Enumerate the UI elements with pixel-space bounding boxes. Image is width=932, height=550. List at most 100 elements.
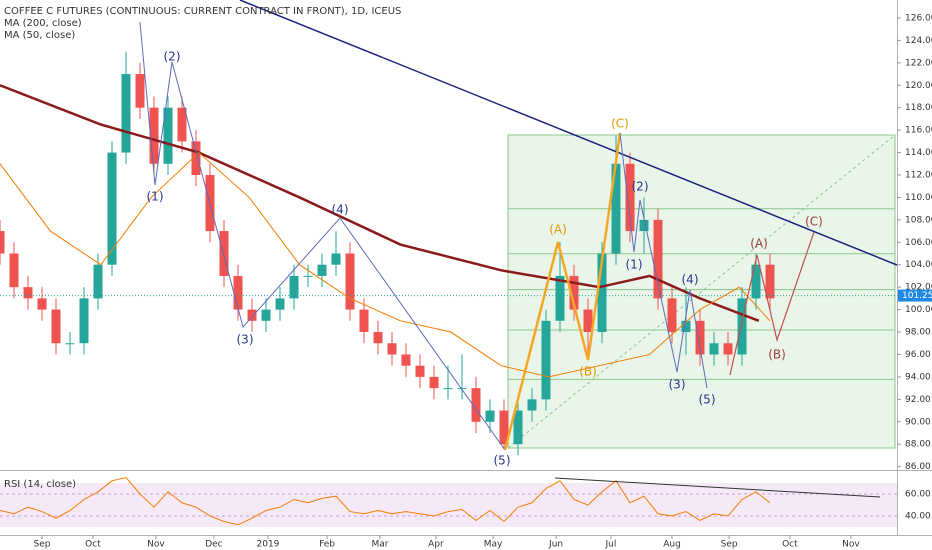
candle-body: [149, 107, 159, 164]
wave-label: (1): [147, 190, 164, 204]
candle-body: [177, 107, 187, 142]
candle-body: [569, 275, 579, 310]
candle-body: [737, 298, 747, 355]
candle-body: [23, 287, 33, 299]
wave-label: (C): [611, 117, 629, 131]
y-tick-label: 110.00: [905, 193, 932, 203]
y-tick-label: 98.00: [905, 328, 931, 338]
y-tick-label: 118.00: [905, 103, 932, 113]
legend-entry: MA (50, close): [4, 30, 75, 41]
wave-label: (5): [699, 393, 716, 407]
wave-label: (B): [579, 365, 597, 379]
candle-body: [695, 320, 705, 355]
candle-body: [723, 343, 733, 355]
candle-body: [219, 231, 229, 276]
candle-body: [443, 388, 453, 390]
candle-body: [667, 298, 677, 333]
ma-line: [0, 151, 771, 378]
candle-body: [471, 388, 481, 422]
candle-body: [611, 163, 621, 254]
wave-label: (4): [332, 203, 349, 217]
candle-body: [527, 399, 537, 411]
x-tick-label: Feb: [319, 540, 335, 550]
wave-line: [139, 21, 506, 451]
candle-body: [107, 152, 117, 265]
x-tick-label: 2019: [257, 540, 280, 550]
ma-line: [0, 84, 760, 322]
y-tick-label: 114.00: [905, 148, 932, 158]
candle-body: [65, 343, 75, 345]
candle-body: [289, 275, 299, 299]
candle-body: [303, 275, 313, 277]
x-tick-label: Mar: [371, 540, 388, 550]
x-tick-label: Apr: [428, 540, 444, 550]
wave-label: (B): [768, 348, 786, 362]
y-tick-label: 108.00: [905, 215, 932, 225]
candle-body: [751, 264, 761, 299]
candle-body: [387, 343, 397, 355]
wave-label: (A): [549, 223, 567, 237]
wave-label: (2): [632, 180, 649, 194]
candle-body: [275, 298, 285, 310]
last-price-box: [898, 289, 932, 302]
y-tick-label: 96.00: [905, 350, 931, 360]
candle-body: [653, 219, 663, 299]
candle-body: [135, 74, 145, 108]
candle-body: [233, 275, 243, 310]
candle-body: [541, 320, 551, 400]
y-tick-label: 106.00: [905, 238, 932, 248]
wave-line: [503, 132, 622, 451]
wave-label: (2): [164, 50, 181, 64]
candle-body: [373, 332, 383, 344]
candle-body: [681, 320, 691, 333]
x-tick-label: May: [484, 540, 503, 550]
candle-body: [401, 354, 411, 366]
y-tick-label: 102.00: [905, 283, 932, 293]
chart-title: COFFEE C FUTURES (CONTINUOUS: CURRENT CO…: [4, 6, 401, 17]
rsi-band: [0, 482, 897, 527]
last-price-label: 101.25: [902, 291, 932, 301]
x-tick-label: Oct: [85, 540, 101, 550]
candle-body: [597, 253, 607, 333]
fib-diagonal: [507, 134, 896, 449]
candle-body: [625, 163, 635, 232]
wave-line: [619, 132, 708, 389]
candle-body: [331, 253, 341, 265]
rsi-tick-label: 60.00: [905, 489, 931, 499]
candle-body: [359, 309, 369, 333]
y-tick-label: 122.00: [905, 58, 932, 68]
candle-body: [765, 264, 775, 299]
x-tick-label: Oct: [782, 540, 798, 550]
candle-body: [93, 264, 103, 299]
y-tick-label: 112.00: [905, 170, 932, 180]
candle-body: [261, 309, 271, 321]
wave-label: (5): [494, 454, 511, 468]
candle-body: [0, 231, 5, 254]
x-tick-label: Nov: [842, 540, 860, 550]
y-tick-label: 88.00: [905, 440, 931, 450]
wave-label: (3): [669, 378, 686, 392]
candle-body: [9, 253, 19, 288]
candle-body: [485, 410, 495, 422]
candle-body: [121, 74, 131, 153]
candle-body: [499, 410, 509, 445]
trend-line: [239, 0, 898, 266]
candle-body: [709, 343, 719, 355]
y-tick-label: 124.00: [905, 36, 932, 46]
x-tick-label: Jul: [605, 540, 617, 550]
candle-body: [345, 253, 355, 310]
y-tick-label: 92.00: [905, 395, 931, 405]
candle-body: [513, 410, 523, 445]
candle-body: [191, 141, 201, 175]
wave-label: (3): [237, 333, 254, 347]
y-tick-label: 104.00: [905, 260, 932, 270]
rsi-line: [0, 476, 771, 526]
wave-label: (1): [626, 258, 643, 272]
fib-levels: [508, 208, 895, 380]
candle-body: [415, 365, 425, 377]
wave-line: [729, 231, 815, 376]
candle-body: [247, 309, 257, 321]
candle-body: [429, 376, 439, 389]
candle-body: [163, 107, 173, 164]
